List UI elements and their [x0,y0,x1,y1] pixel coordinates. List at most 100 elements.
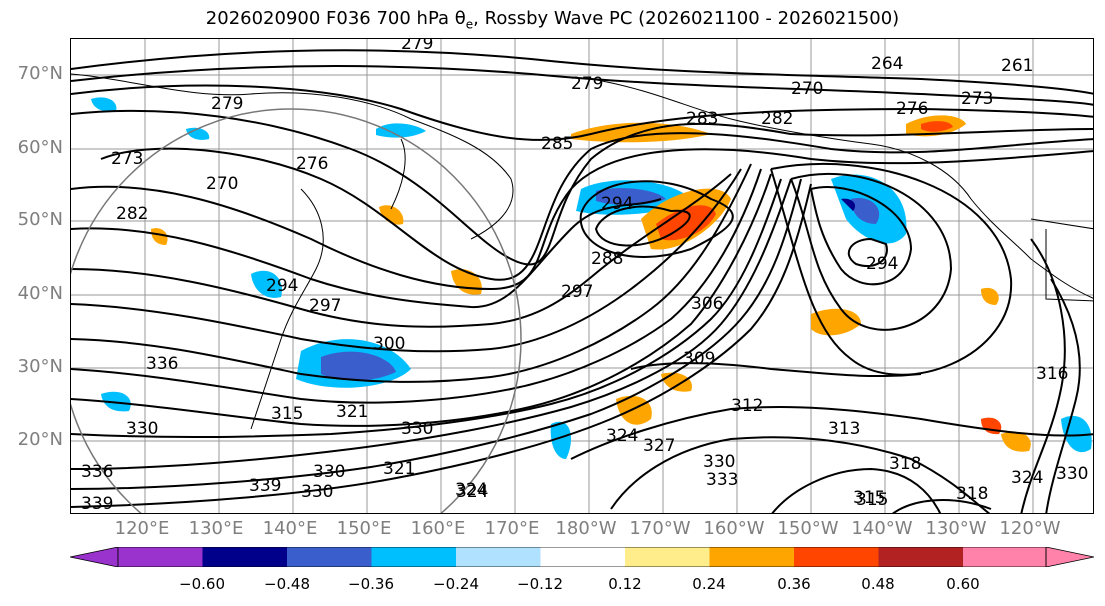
colorbar-tick: −0.36 [348,575,394,593]
contour-label: 276 [296,154,328,174]
contour-label: 297 [561,282,593,302]
lon-label-140e: 140°E [262,518,318,539]
contour-label: 283 [686,109,718,129]
lon-label-170w: 170°W [629,518,691,539]
colorbar-swatch-lowest [70,547,119,567]
lat-label-30: 30°N [17,356,63,377]
colorbar-tick: −0.24 [433,575,479,593]
contour-label: 279 [211,94,243,114]
colorbar-tick: 0.60 [946,575,980,593]
contour-label: 264 [871,54,903,74]
contour-label: 333 [706,470,738,490]
contour-label: 339 [249,476,281,496]
colorbar-tick: 0.24 [692,575,726,593]
contour-label: 330 [703,452,735,472]
contour-label: 309 [683,349,715,369]
colorbar [70,547,1094,567]
contour-label: 270 [206,174,238,194]
colorbar-outline [117,547,1047,567]
contour-label: 327 [643,436,675,456]
contour-label: 285 [541,134,573,154]
contour-label: 318 [956,484,988,504]
colorbar-swatch [963,547,1046,567]
colorbar-tick: −0.60 [179,575,225,593]
map-panel: 279 279 279 270 264 261 273 276 282 283 … [70,38,1094,514]
lat-label-60: 60°N [17,137,63,158]
contour-label: 324 [1011,468,1043,488]
lon-label-120e: 120°E [114,518,170,539]
contour-label: 276 [896,99,928,119]
contour-label: 313 [828,419,860,439]
contour-label: 330 [126,419,158,439]
anomaly-shading [91,97,1092,459]
lon-label-140w: 140°W [851,518,913,539]
colorbar-swatch [287,547,372,567]
contour-label: 294 [266,276,298,296]
lat-label-40: 40°N [17,283,63,304]
contour-label: 282 [761,109,793,129]
chart-title: 2026020900 F036 700 hPa θe, Rossby Wave … [205,8,900,32]
lon-label-160w: 160°W [703,518,765,539]
map-svg: 279 279 279 270 264 261 273 276 282 283 … [71,39,1093,514]
lon-label-150e: 150°E [336,518,392,539]
contour-label: 330 [313,462,345,482]
contour-label: 330 [1056,464,1088,484]
contour-label: 288 [591,249,623,269]
projection-circle [71,108,522,513]
contour-label: 297 [309,296,341,316]
colorbar-swatch [878,547,963,567]
colorbar-tick: 0.48 [861,575,895,593]
colorbar-swatch [456,547,541,567]
contour-label: 282 [116,204,148,224]
contour-label: 321 [336,402,368,422]
contour-label: 324 [606,426,638,446]
coastlines [71,73,1093,430]
colorbar-swatch [202,547,287,567]
contour-label: 315 [853,488,885,508]
lat-label-70: 70°N [17,63,63,84]
contour-labels: 279 279 279 270 264 261 273 276 282 283 … [81,39,1088,514]
contour-label: 315 [271,404,303,424]
contour-label: 270 [791,79,823,99]
colorbar-swatch [540,547,625,567]
contour-label: 315 [856,490,888,510]
contour-label: 330 [301,482,333,502]
contour-label: 279 [571,74,603,94]
contour-label: 294 [866,254,898,274]
lon-label-180w: 180°W [555,518,617,539]
colorbar-tick: −0.48 [264,575,310,593]
theta-e-contours [71,49,1093,513]
contour-label: 318 [889,454,921,474]
lat-label-50: 50°N [17,209,63,230]
lat-label-20: 20°N [17,429,63,450]
colorbar-swatch [625,547,710,567]
lon-label-130w: 130°W [925,518,987,539]
contour-label: 330 [401,419,433,439]
lon-label-120w: 120°W [999,518,1061,539]
contour-label: 324 [456,482,488,502]
lon-label-170e: 170°E [484,518,540,539]
lon-label-160e: 160°E [410,518,466,539]
contour-label: 316 [1036,364,1068,384]
contour-label: 294 [601,194,633,214]
colorbar-swatch [371,547,456,567]
contour-label: 273 [111,149,143,169]
contour-label: 321 [383,459,415,479]
contour-label: 300 [373,334,405,354]
colorbar-swatch [709,547,794,567]
contour-label: 279 [401,39,433,54]
colorbar-swatch-highest [1045,547,1094,567]
contour-label: 306 [691,294,723,314]
contour-label: 336 [146,354,178,374]
lon-label-150w: 150°W [777,518,839,539]
contour-label: 261 [1001,56,1033,76]
contour-label: 324 [455,480,487,500]
colorbar-tick: 0.36 [777,575,811,593]
contour-label: 339 [81,494,113,514]
contour-label: 273 [961,89,993,109]
contour-label: 336 [81,462,113,482]
colorbar-swatch [118,547,203,567]
colorbar-tick: −0.12 [517,575,563,593]
colorbar-tick: 0.12 [608,575,642,593]
lon-label-130e: 130°E [188,518,244,539]
